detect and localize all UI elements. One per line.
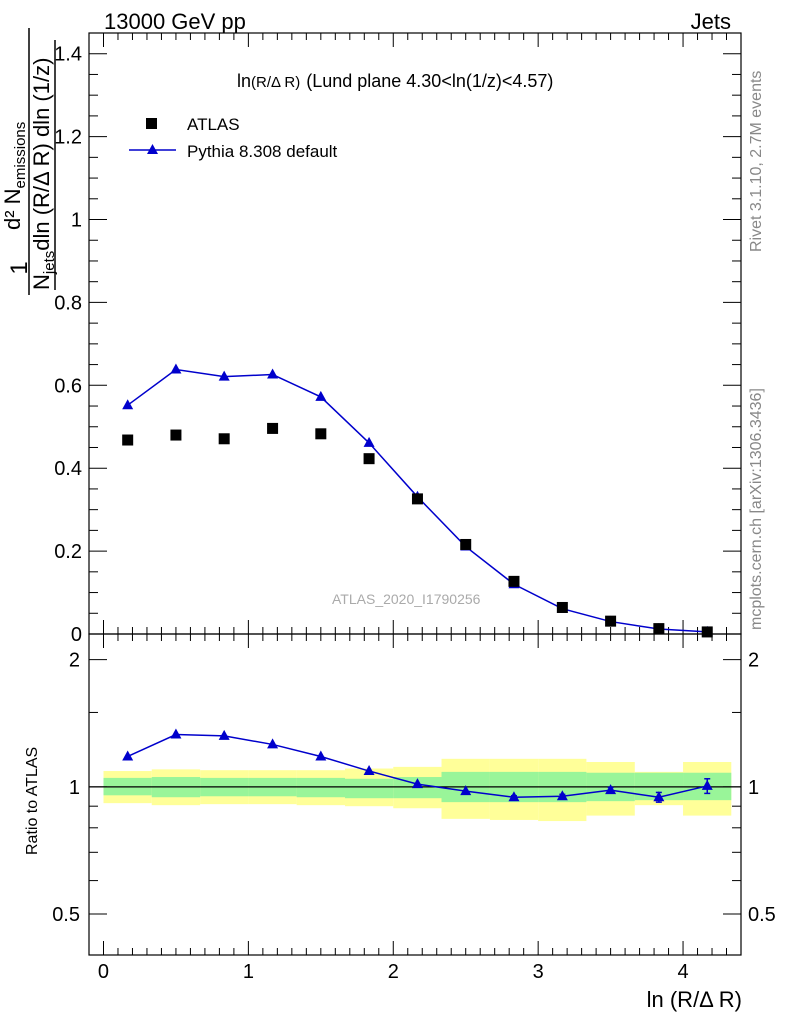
atlas-point (218, 433, 230, 445)
pythia-point (170, 363, 182, 374)
pythia-point (267, 368, 279, 379)
main-y-tick-label: 1.4 (54, 44, 82, 66)
y-label-denominator: Njetsdln (R/Δ R) dln (1/z) (29, 58, 58, 290)
atlas-point (508, 575, 520, 587)
ratio-x-tick-label: 2 (388, 961, 399, 983)
ratio-pythia-point (267, 738, 279, 749)
legend: ATLAS Pythia 8.308 default (129, 115, 338, 161)
ratio-pythia-point (363, 765, 375, 776)
ratio-x-tick-label: 1 (243, 961, 254, 983)
ratio-pythia-point (218, 729, 230, 740)
legend-pythia-label: Pythia 8.308 default (187, 142, 338, 161)
main-y-tick-label: 0 (71, 624, 82, 646)
main-y-tick-label: 1 (71, 210, 82, 232)
ratio-pythia-point (315, 750, 327, 761)
atlas-point (267, 422, 279, 434)
ratio-y-tick-label: 1 (69, 777, 80, 799)
atlas-point (170, 429, 182, 441)
main-panel-series (122, 363, 713, 638)
pythia-point (122, 399, 134, 410)
main-y-tick-label: 0.8 (54, 292, 82, 314)
atlas-point (411, 493, 423, 505)
main-y-tick-label: 1.2 (54, 127, 82, 149)
atlas-point (653, 623, 665, 635)
atlas-point (701, 626, 713, 638)
header-left-label: 13000 GeV pp (104, 9, 246, 34)
pythia-point (363, 436, 375, 447)
ratio-y-tick-label: 2 (69, 650, 80, 672)
y-label-prefix: 1 (6, 261, 33, 274)
legend-atlas-marker (146, 118, 157, 129)
ratio-y-tick-label-right: 1 (748, 777, 759, 799)
ratio-pythia-point (170, 728, 182, 739)
atlas-point (122, 434, 134, 446)
atlas-point (363, 453, 375, 465)
ratio-panel-axes: 0 1 2 3 4 0.5 0.5 1 1 2 2 (52, 633, 776, 983)
ratio-pythia-point (122, 750, 134, 761)
ratio-band-inner (345, 778, 394, 799)
legend-atlas-label: ATLAS (187, 115, 240, 134)
pythia-point (218, 370, 230, 381)
atlas-point (460, 538, 472, 550)
y-label-numerator: d² Nemissions (0, 122, 29, 230)
main-y-tick-label: 0.2 (54, 541, 82, 563)
main-panel-axes: 0 0.2 0.4 0.6 0.8 1 1.2 1.4 (54, 32, 742, 646)
main-y-axis-label: 1 d² Nemissions Njetsdln (R/Δ R) dln (1/… (0, 28, 58, 295)
ratio-y-tick-label-right: 2 (748, 650, 759, 672)
ratio-pythia-point (605, 784, 617, 795)
ratio-x-tick-label: 4 (677, 961, 688, 983)
atlas-point (605, 615, 617, 627)
plot-title: ln(R/Δ R) (Lund plane 4.30<ln(1/z)<4.57) (237, 71, 553, 91)
legend-pythia-marker (147, 144, 158, 154)
main-y-tick-label: 0.4 (54, 458, 82, 480)
atlas-point (556, 601, 568, 613)
ratio-pythia-point (701, 779, 713, 790)
ratio-panel-frame (88, 633, 742, 956)
ratio-pythia-point (508, 791, 520, 802)
ratio-y-tick-label: 0.5 (52, 904, 80, 926)
ratio-pythia-point (411, 778, 423, 789)
ratio-y-tick-label-right: 0.5 (748, 904, 776, 926)
ratio-band-inner (296, 777, 346, 798)
ratio-uncertainty-bands (103, 758, 732, 822)
atlas-point (315, 428, 327, 440)
main-y-tick-label: 0.6 (54, 375, 82, 397)
pythia-point (315, 390, 327, 401)
ratio-y-axis-label: Ratio to ATLAS (24, 747, 41, 855)
mcplots-label: mcplots.cern.ch [arXiv:1306.3436] (748, 388, 765, 630)
analysis-watermark: ATLAS_2020_I1790256 (332, 591, 481, 607)
header-right-label: Jets (691, 9, 731, 34)
ratio-panel-series (122, 728, 713, 803)
rivet-version-label: Rivet 3.1.10, 2.7M events (748, 71, 765, 252)
ratio-pythia-point (653, 791, 665, 802)
ratio-pythia-point (460, 785, 472, 796)
ratio-pythia-point (556, 790, 568, 801)
ratio-x-tick-label: 3 (533, 961, 544, 983)
ratio-x-tick-label: 0 (98, 961, 109, 983)
x-axis-label: ln (R/Δ R) (647, 987, 742, 1012)
